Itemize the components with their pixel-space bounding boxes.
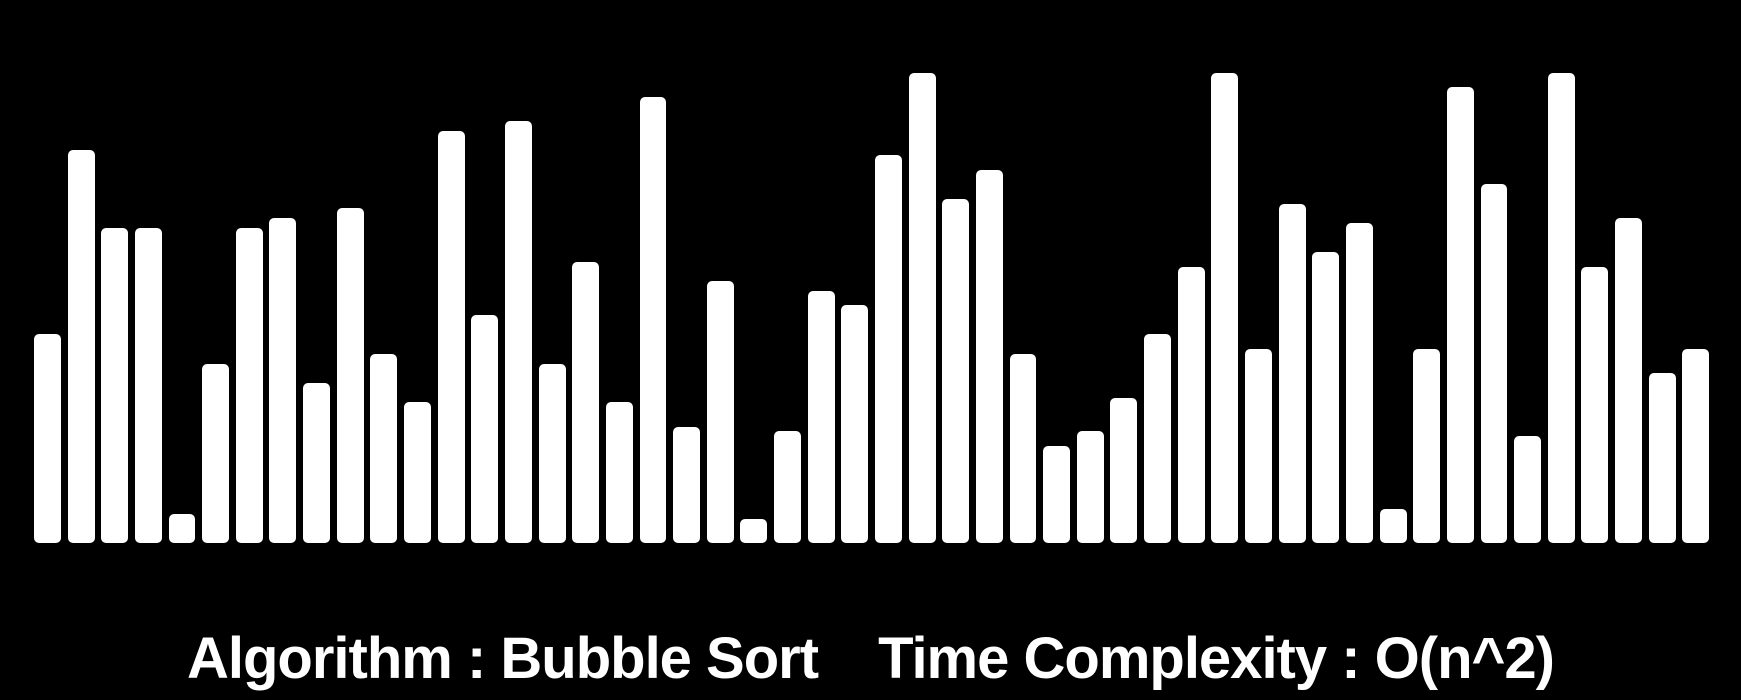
array-bar	[1615, 218, 1642, 543]
array-bar	[1480, 184, 1508, 543]
bar-array	[34, 72, 1710, 543]
array-bar	[1144, 334, 1172, 543]
array-bar	[605, 402, 633, 543]
array-bar	[875, 155, 902, 543]
array-bar	[1076, 431, 1104, 543]
array-bar	[1379, 509, 1407, 543]
array-bar	[1648, 373, 1676, 543]
array-bar	[1312, 252, 1340, 543]
array-bar	[1211, 72, 1239, 543]
array-bar	[504, 121, 532, 543]
array-bar	[706, 281, 734, 543]
array-bar	[202, 363, 230, 543]
array-bar	[269, 218, 297, 543]
array-bar	[404, 402, 431, 543]
array-bar	[841, 305, 869, 543]
array-bar	[1581, 266, 1609, 543]
array-bar	[673, 426, 701, 543]
array-bar	[1110, 397, 1138, 543]
array-bar	[1245, 349, 1272, 543]
array-bar	[1446, 87, 1474, 543]
array-bar	[168, 513, 196, 543]
array-bar	[1345, 222, 1373, 543]
array-bar	[740, 518, 768, 543]
time-complexity-label: Time Complexity : O(n^2)	[878, 625, 1555, 691]
array-bar	[336, 208, 364, 543]
array-bar	[370, 353, 398, 543]
array-bar	[1043, 446, 1071, 543]
array-bar	[908, 72, 936, 543]
array-bar	[134, 227, 162, 543]
array-bar	[1278, 203, 1306, 543]
array-bar	[101, 227, 129, 543]
array-bar	[942, 198, 970, 543]
array-bar	[538, 363, 566, 543]
array-bar	[471, 315, 499, 543]
array-bar	[1009, 353, 1037, 543]
algorithm-label: Algorithm : Bubble Sort	[187, 625, 819, 691]
array-bar	[1514, 436, 1542, 543]
array-bar	[572, 261, 600, 543]
array-bar	[235, 227, 263, 543]
array-bar	[34, 334, 61, 543]
caption-bar: Algorithm : Bubble Sort Time Complexity …	[0, 618, 1741, 698]
array-bar	[1682, 349, 1710, 543]
array-bar	[1177, 266, 1205, 543]
array-bar	[807, 290, 835, 543]
array-bar	[975, 169, 1003, 543]
array-bar	[437, 130, 465, 543]
array-bar	[67, 150, 95, 543]
array-bar	[303, 382, 331, 543]
array-bar	[639, 96, 667, 543]
array-bar	[774, 431, 801, 543]
array-bar	[1413, 349, 1441, 543]
array-bar	[1547, 72, 1575, 543]
